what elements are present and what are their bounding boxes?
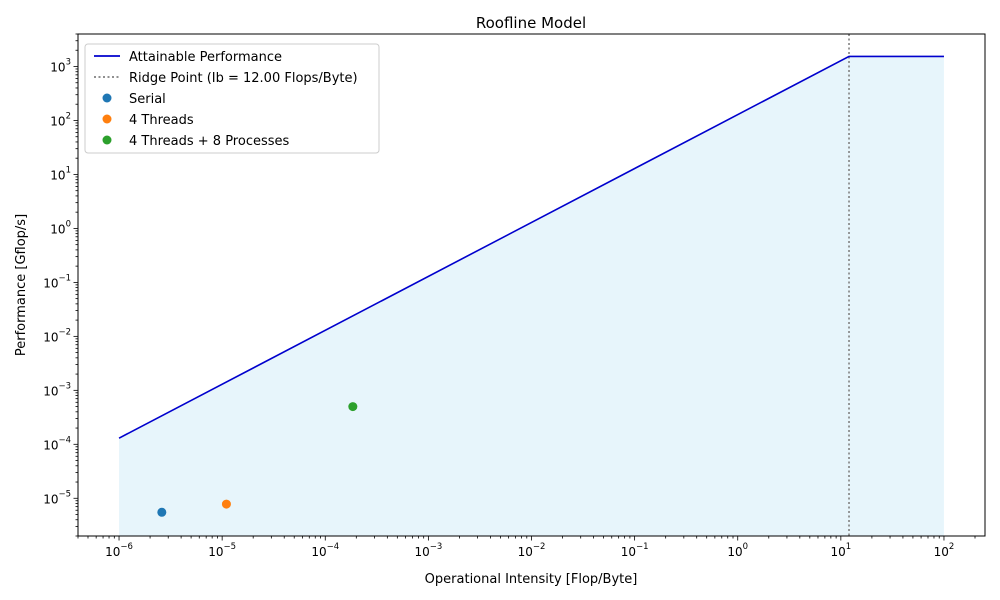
legend-label-4-threads: 4 Threads	[129, 113, 194, 128]
y-tick-label: 10−3	[43, 381, 71, 398]
data-point-4-threads-8-processes	[348, 402, 358, 412]
legend-label-ridge: Ridge Point (Ib = 12.00 Flops/Byte)	[129, 71, 358, 86]
data-point-4-threads	[221, 499, 231, 509]
x-tick-label: 102	[934, 542, 955, 559]
legend-marker-4-threads	[102, 114, 112, 124]
y-tick-label: 100	[50, 219, 71, 236]
x-tick-label: 10−1	[621, 542, 649, 559]
plot-area	[118, 34, 944, 537]
x-tick-label: 10−4	[311, 542, 339, 559]
y-tick-label: 10−5	[43, 489, 71, 506]
legend: Attainable Performance Ridge Point (Ib =…	[84, 43, 380, 154]
y-tick-label: 10−1	[43, 273, 71, 290]
legend-label-serial: Serial	[129, 92, 166, 107]
y-tick-label: 10−2	[43, 327, 71, 344]
x-tick-label: 10−6	[105, 542, 133, 559]
legend-label-attainable: Attainable Performance	[129, 50, 282, 65]
legend-box	[84, 43, 380, 154]
x-axis-title: Operational Intensity [Flop/Byte]	[425, 572, 638, 587]
y-tick-label: 102	[50, 111, 71, 128]
y-tick-label: 103	[50, 57, 71, 74]
x-tick-label: 101	[830, 542, 851, 559]
chart-title: Roofline Model	[476, 14, 586, 32]
data-point-serial	[157, 507, 167, 517]
x-tick-label: 10−2	[518, 542, 546, 559]
x-tick-label: 10−3	[414, 542, 442, 559]
x-tick-label: 10−5	[208, 542, 236, 559]
legend-marker-4-threads-8-processes	[102, 135, 112, 145]
attainable-performance-line	[118, 55, 944, 439]
y-tick-label: 10−4	[43, 435, 71, 452]
roofline-fill-area	[119, 56, 944, 537]
y-axis-title: Performance [Gflop/s]	[14, 214, 29, 356]
x-tick-label: 100	[727, 542, 748, 559]
y-axis: 10−5 10−4 10−3 10−2 10−1 100 101 102 103	[43, 33, 78, 537]
legend-label-4-threads-8-processes: 4 Threads + 8 Processes	[129, 134, 290, 149]
y-tick-label: 101	[50, 165, 71, 182]
x-axis: 10−6 10−5 10−4 10−3 10−2 10−1 100 101 102	[77, 536, 976, 559]
legend-marker-serial	[102, 93, 112, 103]
